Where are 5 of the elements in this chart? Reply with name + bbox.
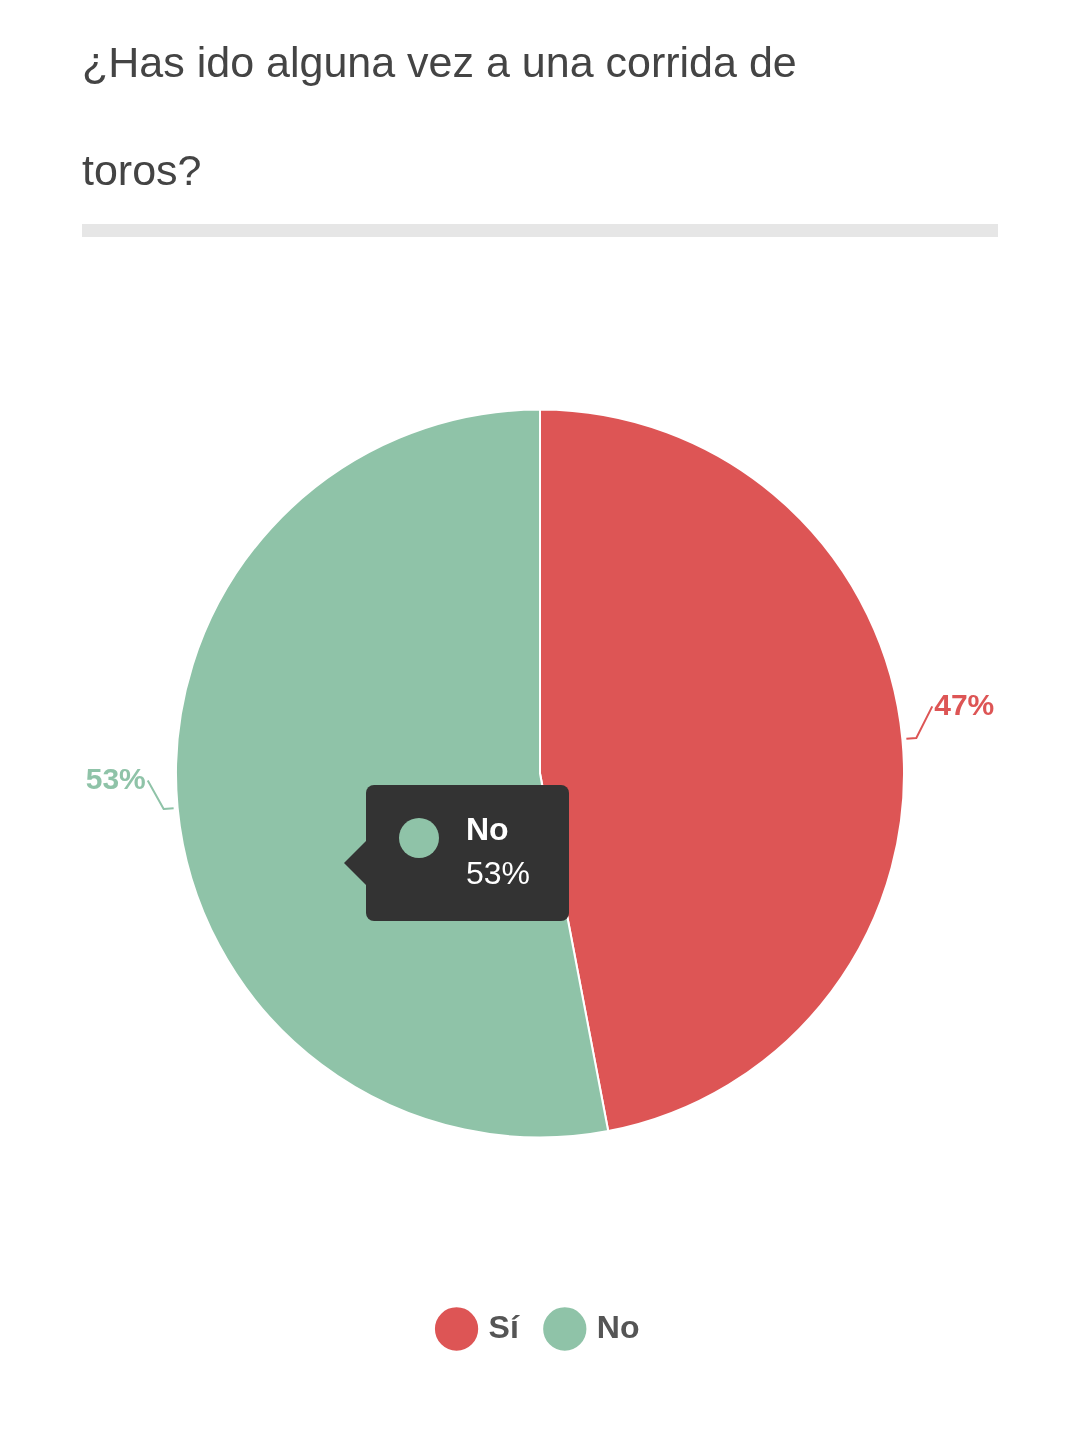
- chart-title: ¿Has ido alguna vez a una corrida de toros?: [82, 38, 797, 194]
- data-label: 53%: [85, 761, 146, 795]
- legend-label: Sí: [488, 1308, 520, 1345]
- data-label: 47%: [934, 687, 995, 721]
- legend-label: No: [596, 1308, 640, 1345]
